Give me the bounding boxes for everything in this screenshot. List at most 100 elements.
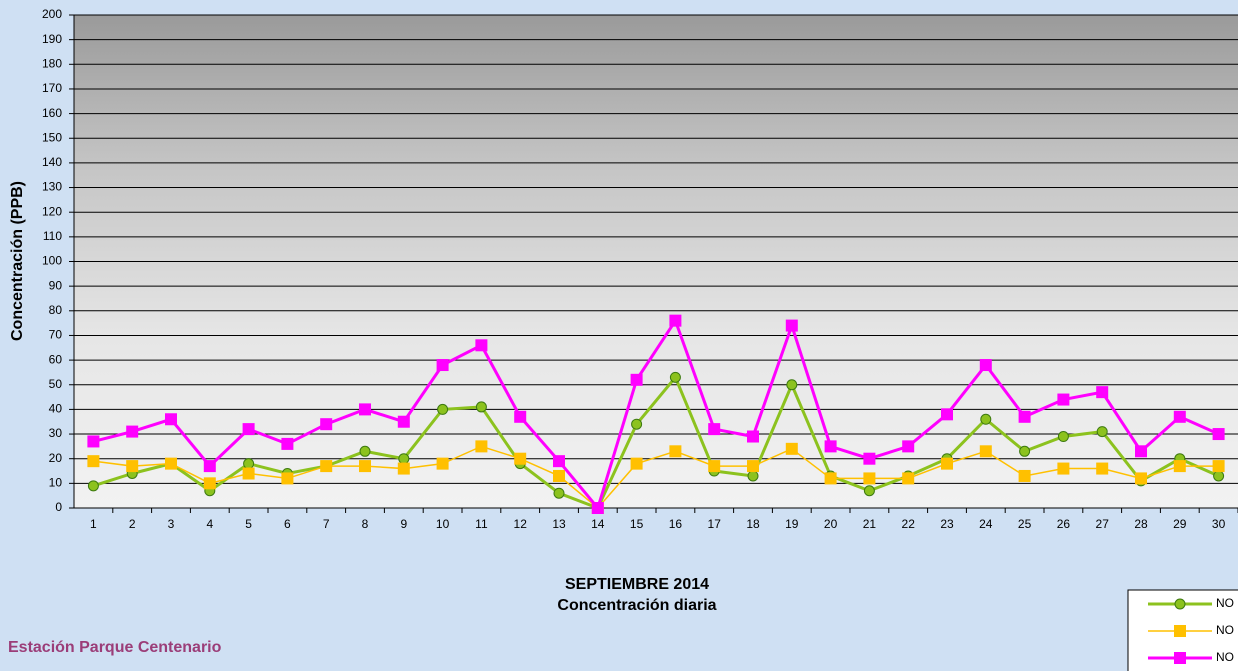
data-point (1212, 460, 1225, 473)
series-line (93, 317, 1220, 512)
chart-title: SEPTIEMBRE 2014 (565, 576, 709, 593)
data-point (398, 453, 410, 465)
data-point (320, 460, 333, 473)
data-point (786, 379, 798, 391)
data-point (708, 423, 721, 436)
x-tick-label: 1 (90, 517, 97, 531)
data-point (475, 339, 488, 352)
x-tick-label: 6 (284, 517, 291, 531)
data-point (87, 455, 100, 468)
data-point (941, 457, 953, 470)
x-tick-label: 29 (1173, 517, 1187, 531)
data-point (87, 480, 99, 492)
data-point (203, 460, 216, 473)
y-tick-label: 150 (42, 130, 62, 144)
x-tick-label: 2 (129, 517, 136, 531)
data-point (591, 502, 604, 514)
data-point (242, 467, 255, 480)
data-point (863, 472, 876, 485)
data-point (747, 430, 759, 443)
data-point (203, 477, 216, 490)
data-point (165, 457, 177, 470)
x-tick-label: 26 (1057, 517, 1071, 531)
x-tick-label: 23 (940, 517, 954, 531)
data-point (824, 440, 837, 453)
data-point (630, 457, 643, 470)
data-point (1173, 410, 1186, 423)
data-point (87, 435, 100, 448)
x-tick-label: 21 (863, 517, 877, 531)
data-point (708, 460, 721, 473)
y-tick-label: 200 (42, 7, 62, 21)
data-point (824, 472, 837, 485)
x-tick-label: 13 (552, 517, 566, 531)
series-line (93, 445, 1219, 510)
x-tick-label: 14 (591, 517, 605, 531)
data-point (437, 403, 449, 415)
x-tick-label: 17 (708, 517, 722, 531)
data-point (631, 418, 643, 430)
data-point (397, 415, 410, 428)
y-tick-label: 70 (49, 328, 63, 342)
legend-label: NO (1216, 650, 1234, 664)
y-tick-label: 190 (42, 32, 62, 46)
data-point (126, 425, 139, 438)
data-point (1135, 472, 1147, 485)
data-point (785, 319, 798, 332)
y-tick-label: 20 (49, 451, 63, 465)
y-tick-label: 40 (49, 402, 63, 416)
legend-marker (1174, 625, 1186, 637)
data-point (553, 455, 565, 468)
data-point (553, 487, 565, 499)
x-tick-label: 25 (1018, 517, 1032, 531)
data-point (785, 442, 798, 455)
y-tick-label: 110 (43, 229, 62, 243)
data-point (1018, 410, 1031, 423)
data-point (475, 401, 487, 413)
y-tick-label: 60 (49, 352, 63, 366)
data-point (902, 440, 915, 453)
x-tick-label: 5 (245, 517, 252, 531)
data-point (514, 410, 527, 423)
x-tick-label: 11 (475, 517, 488, 531)
data-point (553, 469, 565, 482)
data-point (1213, 470, 1225, 482)
data-point (1018, 469, 1031, 482)
data-point (980, 413, 992, 425)
data-point (979, 359, 992, 372)
x-tick-label: 7 (323, 517, 330, 531)
data-point (1135, 445, 1147, 458)
x-tick-label: 20 (824, 517, 838, 531)
legend-marker (1174, 598, 1186, 610)
y-tick-label: 0 (55, 500, 62, 514)
y-tick-label: 90 (49, 278, 63, 292)
legend-marker (1174, 652, 1186, 664)
data-point (863, 452, 876, 465)
x-tick-label: 15 (630, 517, 644, 531)
data-point (747, 470, 759, 482)
data-point (281, 437, 294, 450)
data-point (1212, 428, 1225, 441)
x-tick-label: 19 (785, 517, 799, 531)
data-point (669, 314, 682, 327)
x-tick-label: 24 (979, 517, 993, 531)
x-tick-label: 27 (1096, 517, 1110, 531)
y-tick-label: 100 (42, 254, 62, 268)
data-point (1096, 386, 1109, 399)
x-tick-label: 12 (514, 517, 528, 531)
data-point (281, 472, 294, 485)
data-point (1096, 462, 1109, 475)
data-point (1057, 431, 1069, 443)
x-tick-label: 4 (206, 517, 213, 531)
y-tick-label: 130 (42, 180, 62, 194)
y-tick-label: 30 (49, 426, 63, 440)
data-point (243, 458, 255, 470)
data-point (359, 403, 371, 416)
y-tick-label: 170 (42, 81, 62, 95)
data-point (397, 462, 410, 475)
data-point (902, 472, 915, 485)
data-point (747, 460, 759, 473)
legend-label: NO (1216, 623, 1234, 637)
y-tick-label: 160 (42, 106, 62, 120)
